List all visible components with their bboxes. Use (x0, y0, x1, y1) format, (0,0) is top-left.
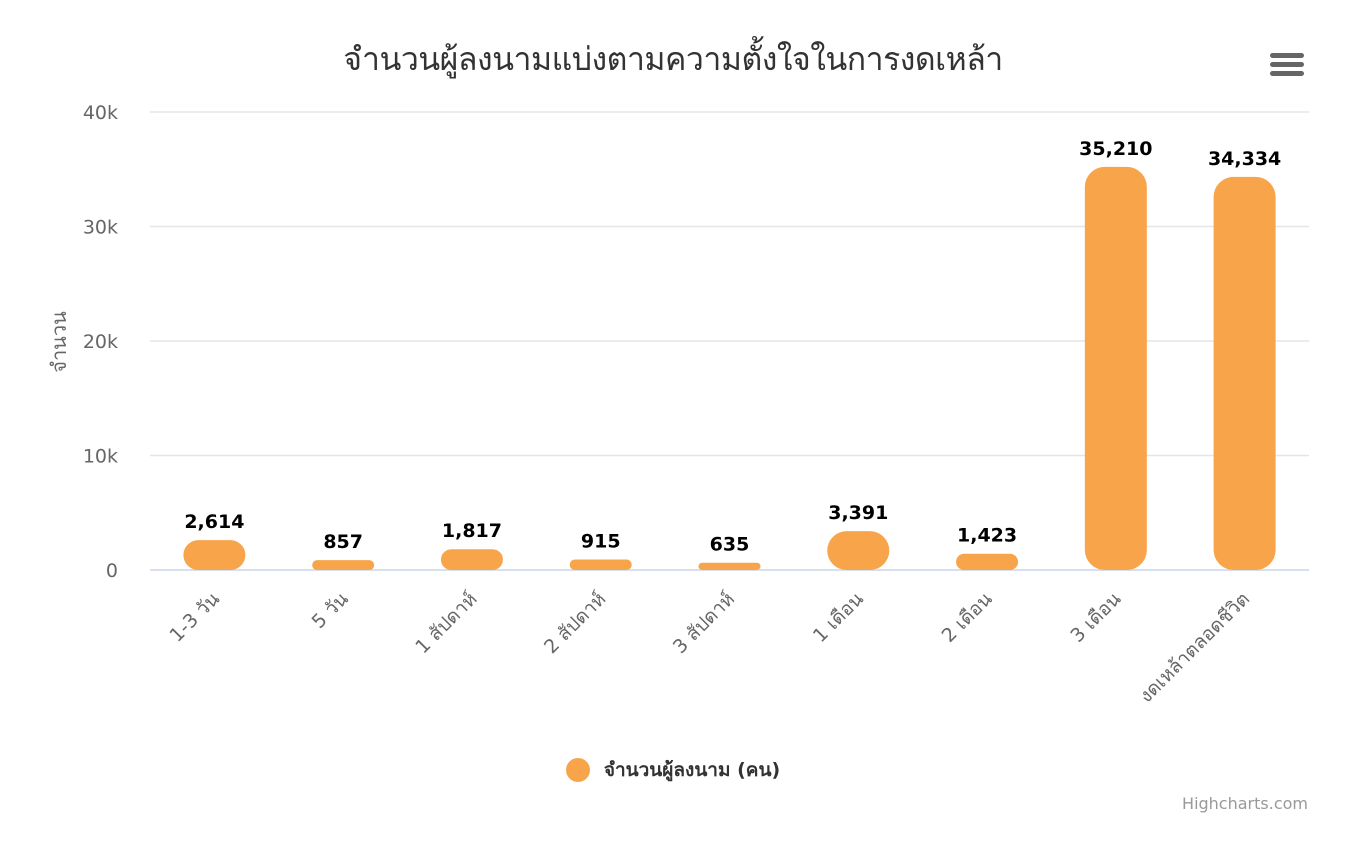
bar[interactable] (956, 553, 1019, 570)
data-label: 34,334 (1208, 148, 1281, 170)
bar[interactable] (569, 559, 632, 570)
data-label: 635 (710, 534, 750, 556)
data-label: 915 (581, 531, 621, 553)
y-tick-label: 0 (106, 560, 118, 582)
bar[interactable] (440, 549, 503, 570)
bar[interactable] (1084, 166, 1147, 570)
x-tick-label: 1 เดือน (809, 588, 868, 647)
x-tick-label: 1-3 วัน (165, 588, 224, 647)
bar[interactable] (183, 540, 246, 570)
data-label: 1,423 (957, 525, 1017, 547)
y-axis-label: จำนวน (47, 311, 71, 373)
x-tick-label: 1 สัปดาห์ (411, 588, 481, 658)
data-label: 3,391 (828, 502, 888, 524)
x-tick-label: 3 เดือน (1066, 588, 1125, 647)
legend-label: จำนวนผู้ลงนาม (คน) (603, 759, 781, 781)
menu-icon-bar (1270, 71, 1304, 76)
x-tick-label: 2 สัปดาห์ (540, 588, 610, 658)
menu-icon-bar (1270, 53, 1304, 58)
data-label: 1,817 (442, 520, 502, 542)
chart-title: จำนวนผู้ลงนามแบ่งตามความตั้งใจในการงดเหล… (343, 40, 1003, 78)
chart-menu-button[interactable] (1266, 50, 1304, 80)
x-tick-label: งดเหล้าตลอดชีวิต (1135, 588, 1254, 707)
y-tick-label: 10k (83, 446, 118, 468)
bars (183, 166, 1276, 570)
bar[interactable] (827, 531, 890, 570)
y-tick-label: 40k (83, 102, 118, 124)
data-label: 857 (323, 531, 363, 553)
bar[interactable] (698, 562, 761, 570)
menu-icon-bar (1270, 62, 1304, 67)
y-tick-label: 30k (83, 217, 118, 239)
data-label: 35,210 (1079, 138, 1152, 160)
y-tick-label: 20k (83, 331, 118, 353)
legend-item[interactable]: จำนวนผู้ลงนาม (คน) (565, 755, 781, 785)
x-tick-label: 3 สัปดาห์ (669, 588, 739, 658)
data-label: 2,614 (184, 511, 244, 533)
x-tick-label: 2 เดือน (938, 588, 997, 647)
x-tick-label: 5 วัน (308, 588, 353, 633)
bar[interactable] (312, 560, 375, 570)
data-labels: 2,614 857 1,817 915 635 3,391 1,423 35,210 34,33… (184, 138, 1281, 556)
x-axis-ticks: 1-3 วัน 5 วัน 1 สัปดาห์ 2 สัปดาห์ 3 สัปดาห์ 1… (165, 588, 1254, 707)
credits-link[interactable]: Highcharts.com (1182, 794, 1308, 813)
legend: จำนวนผู้ลงนาม (คน) (0, 755, 1346, 786)
y-axis-ticks: 0 10k 20k 30k 40k (83, 102, 118, 582)
legend-marker-icon (565, 758, 590, 782)
bar[interactable] (1213, 176, 1276, 570)
